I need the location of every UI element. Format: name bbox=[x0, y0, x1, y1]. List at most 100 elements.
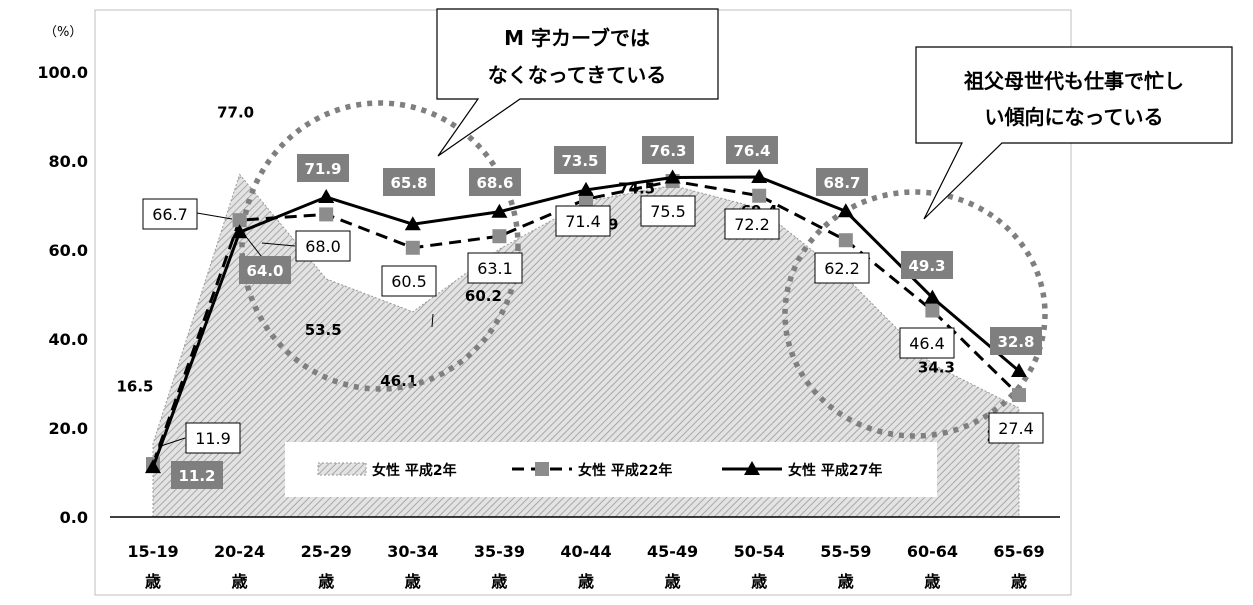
marker-triangle-h27 bbox=[404, 216, 421, 231]
data-label-h27: 64.0 bbox=[246, 262, 283, 280]
x-tick-label: 65-69 bbox=[993, 542, 1044, 561]
y-tick-label: 40.0 bbox=[49, 330, 88, 349]
data-label-h27: 49.3 bbox=[908, 257, 945, 275]
data-label-h22: 68.0 bbox=[305, 237, 341, 256]
data-label-box-h27 bbox=[554, 146, 606, 174]
data-label-h2: 34.3 bbox=[918, 358, 955, 376]
y-tick-label: 80.0 bbox=[49, 152, 88, 171]
data-label-h27: 68.6 bbox=[476, 174, 513, 192]
area-series-h2 bbox=[152, 173, 1020, 518]
data-label-box-h27 bbox=[297, 154, 349, 182]
data-label-box-h27 bbox=[642, 136, 694, 164]
x-tick-suffix: 歳 bbox=[751, 572, 767, 591]
marker-square-h22 bbox=[319, 207, 334, 222]
legend-swatch-h2 bbox=[317, 462, 367, 476]
marker-triangle-h27 bbox=[318, 189, 335, 204]
marker-triangle-h27 bbox=[751, 169, 768, 184]
data-label-box-h27 bbox=[383, 168, 435, 196]
x-tick-suffix: 歳 bbox=[405, 572, 421, 591]
callout-2-line-1: 祖父母世代も仕事で忙し bbox=[963, 69, 1184, 93]
callout-1-line-1: M 字カーブでは bbox=[504, 26, 650, 50]
x-tick-label: 60-64 bbox=[907, 542, 958, 561]
data-label-box-h22 bbox=[467, 252, 523, 284]
callout-2-line-2: い傾向になっている bbox=[985, 105, 1164, 129]
data-label-h27: 11.2 bbox=[178, 467, 215, 485]
x-tick-suffix: 歳 bbox=[838, 572, 854, 591]
data-label-h22: 62.2 bbox=[824, 259, 860, 278]
legend-box bbox=[285, 442, 937, 497]
data-label-box-h27 bbox=[469, 168, 521, 196]
callout-bubble-2 bbox=[915, 46, 1233, 220]
x-tick-suffix: 歳 bbox=[491, 572, 507, 591]
data-label-box-h22 bbox=[988, 412, 1044, 444]
x-tick-label: 45-49 bbox=[647, 542, 698, 561]
marker-triangle-h27 bbox=[491, 203, 508, 218]
x-tick-label: 25-29 bbox=[301, 542, 352, 561]
leader-line bbox=[157, 437, 186, 448]
data-label-box-h27 bbox=[816, 168, 868, 196]
data-label-h2: 53.5 bbox=[305, 321, 342, 339]
marker-triangle-h27 bbox=[578, 181, 594, 196]
marker-square-h22 bbox=[752, 188, 767, 203]
x-tick-label: 35-39 bbox=[474, 542, 525, 561]
data-label-h2: 60.2 bbox=[465, 287, 502, 305]
y-tick-label: 20.0 bbox=[49, 419, 88, 438]
x-tick-suffix: 歳 bbox=[665, 572, 681, 591]
y-axis-title: （%） bbox=[44, 25, 82, 40]
data-label-box-h22 bbox=[142, 198, 198, 230]
legend-label-h2: 女性 平成2年 bbox=[372, 462, 457, 479]
data-label-box-h22 bbox=[899, 327, 955, 359]
x-tick-label: 50-54 bbox=[734, 542, 785, 561]
x-tick-suffix: 歳 bbox=[924, 572, 940, 591]
x-tick-suffix: 歳 bbox=[232, 572, 248, 591]
data-label-h27: 32.8 bbox=[997, 333, 1034, 351]
callout-1-line-2: なくなってきている bbox=[488, 63, 666, 87]
data-label-h22: 63.1 bbox=[477, 259, 513, 278]
data-label-h22: 66.7 bbox=[152, 205, 188, 224]
marker-square-h22 bbox=[405, 240, 420, 255]
data-label-box-h27 bbox=[726, 136, 778, 164]
x-tick-suffix: 歳 bbox=[578, 572, 594, 591]
data-label-box-h22 bbox=[814, 252, 870, 284]
data-label-h2: 46.1 bbox=[380, 372, 417, 390]
data-label-h22: 71.4 bbox=[565, 212, 601, 231]
data-label-h22: 60.5 bbox=[391, 272, 427, 291]
data-label-h22: 46.4 bbox=[909, 334, 945, 353]
legend-marker-h22 bbox=[535, 462, 549, 476]
data-label-h27: 65.8 bbox=[390, 174, 427, 192]
highlight-circle-right bbox=[782, 189, 1048, 439]
callout-bubble-1 bbox=[436, 8, 719, 157]
marker-square-h22 bbox=[492, 229, 507, 244]
data-label-box-h22 bbox=[295, 230, 351, 262]
data-label-h27: 73.5 bbox=[561, 152, 598, 170]
data-label-box-h22 bbox=[555, 205, 611, 237]
marker-triangle-h27 bbox=[664, 169, 681, 184]
y-tick-label: 60.0 bbox=[49, 241, 88, 260]
marker-triangle-h27 bbox=[837, 203, 854, 218]
leader-line bbox=[196, 212, 233, 220]
data-label-h22: 75.5 bbox=[650, 202, 686, 221]
data-label-h22: 11.9 bbox=[195, 429, 231, 448]
legend-label-h22: 女性 平成22年 bbox=[578, 462, 672, 479]
data-label-box-h22 bbox=[381, 265, 437, 297]
data-label-h2: 77.0 bbox=[217, 103, 254, 121]
highlight-circle-left bbox=[239, 100, 521, 392]
data-label-h22: 72.2 bbox=[734, 215, 770, 234]
x-tick-label: 15-19 bbox=[127, 542, 178, 561]
y-tick-label: 0.0 bbox=[60, 508, 88, 527]
data-label-box-h27 bbox=[901, 251, 953, 279]
data-label-box-h27 bbox=[239, 256, 291, 284]
marker-square-h22 bbox=[838, 233, 853, 248]
y-tick-label: 100.0 bbox=[37, 63, 88, 82]
x-tick-suffix: 歳 bbox=[318, 572, 334, 591]
data-label-box-h27 bbox=[990, 327, 1042, 355]
data-label-h2: 16.5 bbox=[116, 378, 153, 396]
data-label-h27: 76.3 bbox=[649, 142, 686, 160]
legend-label-h27: 女性 平成27年 bbox=[788, 462, 882, 479]
data-label-h22: 27.4 bbox=[998, 419, 1034, 438]
marker-triangle-h27 bbox=[1011, 363, 1027, 378]
x-tick-label: 40-44 bbox=[560, 542, 611, 561]
x-tick-suffix: 歳 bbox=[145, 572, 161, 591]
